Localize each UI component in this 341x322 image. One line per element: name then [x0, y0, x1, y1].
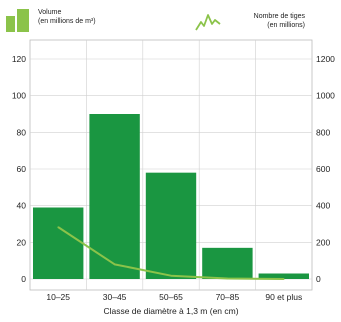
bar	[145, 172, 197, 279]
line-point	[226, 277, 229, 280]
bar-legend-icon	[6, 9, 29, 32]
line-point	[170, 274, 172, 277]
y-left-tick-label: 20	[17, 237, 27, 247]
y-left-tick-label: 120	[12, 54, 26, 64]
x-tick-label: 70–85	[216, 292, 240, 302]
x-tick-label: 30–45	[103, 292, 127, 302]
legend-volume: Volume (en millions de m³)	[6, 6, 146, 36]
y-right-tick-label: 400	[316, 201, 330, 211]
line-legend-icon	[195, 14, 221, 31]
x-axis-title: Classe de diamètre à 1,3 m (en cm)	[103, 306, 239, 316]
x-tick-label: 90 et plus	[265, 292, 302, 302]
bar	[202, 247, 253, 279]
legend-tiges: Nombre de tiges (en millions)	[195, 6, 335, 36]
y-left-tick-label: 40	[17, 201, 27, 211]
bar	[33, 207, 84, 279]
y-left-tick-label: 100	[12, 91, 26, 101]
bar	[258, 273, 309, 279]
y-right-tick-label: 600	[316, 164, 330, 174]
bar	[89, 114, 140, 279]
y-left-tick-label: 60	[17, 164, 27, 174]
line-point	[57, 226, 59, 228]
line-point	[283, 278, 285, 280]
y-right-tick-label: 1000	[316, 91, 335, 101]
y-right-tick-label: 800	[316, 127, 330, 137]
y-left-tick-label: 0	[21, 274, 26, 284]
plot-frame	[29, 39, 313, 291]
y-right-tick-label: 1200	[316, 54, 335, 64]
legend-tiges-line2: (en millions)	[267, 22, 305, 29]
legend-volume-line1: Volume	[38, 9, 62, 16]
x-tick-label: 10–25	[46, 292, 70, 302]
y-right-tick-label: 0	[316, 274, 321, 284]
x-tick-label: 50–65	[159, 292, 183, 302]
y-left-tick-label: 80	[17, 127, 27, 137]
y-right-tick-label: 200	[316, 237, 330, 247]
legend-tiges-line1: Nombre de tiges	[253, 13, 305, 20]
legend-volume-line2: (en millions de m³)	[38, 18, 96, 25]
line-point	[113, 263, 116, 266]
